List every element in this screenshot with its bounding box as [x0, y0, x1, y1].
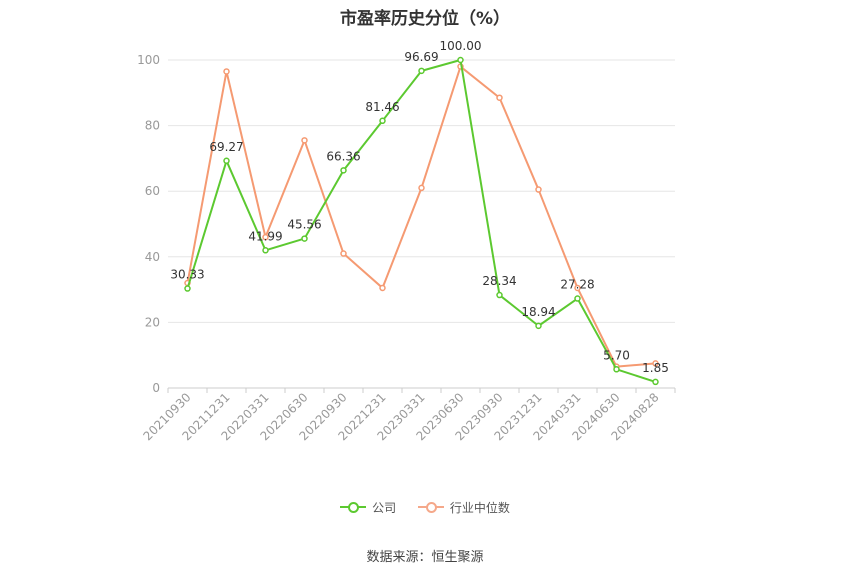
y-tick-label: 20	[145, 315, 160, 329]
y-tick-label: 60	[145, 184, 160, 198]
y-tick-label: 40	[145, 250, 160, 264]
data-label: 45.56	[287, 218, 321, 232]
data-label: 27.28	[560, 278, 594, 292]
data-point	[379, 117, 386, 125]
legend-marker-industry-median	[417, 502, 444, 513]
data-point	[184, 285, 191, 292]
data-label: 1.85	[642, 361, 669, 375]
data-point	[574, 295, 581, 302]
axes: 0204060801002021093020211231202203312022…	[137, 53, 676, 443]
data-label: 81.46	[365, 100, 399, 114]
data-label: 5.70	[603, 348, 630, 362]
data-point	[262, 247, 269, 254]
data-point	[496, 94, 503, 101]
data-label: 96.69	[404, 50, 438, 64]
data-point	[379, 284, 386, 292]
grid-lines	[168, 59, 675, 323]
data-point	[457, 56, 464, 64]
data-point	[613, 366, 620, 373]
data-point	[223, 68, 230, 75]
data-point	[418, 67, 425, 75]
data-point	[652, 360, 659, 367]
data-source: 数据来源：恒生聚源	[366, 550, 484, 565]
legend-label-company: 公司	[372, 500, 397, 515]
data-label: 69.27	[209, 140, 243, 154]
y-tick-label: 100	[137, 53, 160, 67]
series-line	[186, 65, 656, 368]
data-point	[652, 378, 659, 386]
legend-item-industry-median[interactable]: 行业中位数	[417, 499, 510, 516]
series-lines	[184, 56, 659, 386]
data-point	[262, 233, 269, 241]
data-point	[418, 184, 425, 192]
data-point	[301, 235, 308, 242]
data-point	[223, 157, 230, 165]
data-point	[535, 186, 542, 193]
series-line	[186, 59, 656, 383]
legend-label-industry-median: 行业中位数	[449, 500, 510, 515]
data-label: 100.00	[440, 39, 482, 53]
data-label: 41.99	[248, 229, 282, 243]
legend-marker-company	[340, 502, 367, 513]
data-labels: 30.33 69.27 41.99 45.56 66.36 81.46 96.69100.0…	[170, 39, 669, 375]
legend-circle-icon	[425, 502, 437, 513]
data-point	[535, 322, 542, 330]
data-label: 18.94	[521, 305, 555, 319]
data-point	[340, 250, 347, 257]
legend-circle-icon	[348, 502, 360, 513]
data-label: 66.36	[326, 149, 360, 163]
data-label: 30.33	[170, 268, 204, 282]
data-point	[496, 291, 503, 299]
legend: 公司 行业中位数	[0, 497, 850, 516]
y-tick-label: 0	[152, 381, 160, 395]
data-point	[301, 137, 308, 144]
data-point	[574, 284, 581, 292]
legend-item-company[interactable]: 公司	[340, 499, 396, 516]
chart-title: 市盈率历史分位（%）	[339, 9, 511, 29]
y-tick-label: 80	[145, 119, 160, 133]
data-label: 28.34	[482, 274, 516, 288]
data-point	[340, 167, 347, 174]
